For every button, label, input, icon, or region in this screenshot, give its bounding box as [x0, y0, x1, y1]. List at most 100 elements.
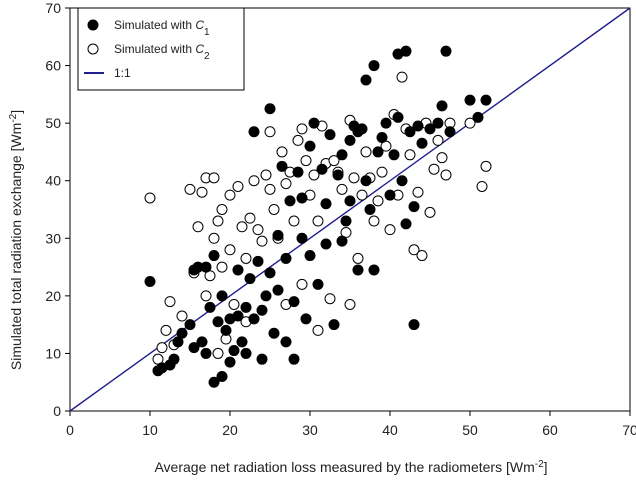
c2-data-point	[200, 290, 212, 302]
c1-data-point	[344, 134, 356, 146]
c2-data-point	[300, 155, 312, 167]
c1-data-point	[320, 198, 332, 210]
c2-data-point	[296, 278, 308, 290]
c1-data-point	[336, 149, 348, 161]
c2-data-point	[212, 215, 224, 227]
c1-data-point	[304, 250, 316, 262]
c1-data-point	[196, 336, 208, 348]
x-axis-title-text: Average net radiation loss measured by t…	[154, 459, 534, 475]
c1-data-point	[256, 304, 268, 316]
legend-reference-label: 1:1	[114, 66, 131, 80]
c1-data-point	[416, 137, 428, 149]
legend-c1-prefix: Simulated with	[114, 18, 195, 32]
c1-data-point	[424, 123, 436, 135]
c1-data-point	[360, 175, 372, 187]
c2-data-point	[252, 224, 264, 236]
legend-c2-label: Simulated with C2	[114, 42, 210, 62]
c2-data-point	[192, 221, 204, 233]
c1-data-point	[296, 232, 308, 244]
c1-data-point	[352, 264, 364, 276]
c1-data-point	[408, 319, 420, 331]
c1-data-point	[288, 353, 300, 365]
c1-data-point	[444, 126, 456, 138]
c1-data-point	[272, 284, 284, 296]
legend-c2-sub: 2	[204, 51, 210, 62]
c1-data-point	[380, 117, 392, 129]
c1-data-point	[436, 100, 448, 112]
y-tick-label: 70	[45, 0, 61, 16]
c2-data-point	[308, 169, 320, 181]
c1-data-point	[340, 215, 352, 227]
c1-data-point	[312, 278, 324, 290]
c2-data-point	[292, 134, 304, 146]
c2-data-point	[296, 123, 308, 135]
c1-data-point	[240, 347, 252, 359]
c1-data-point	[228, 345, 240, 357]
c1-data-point	[204, 301, 216, 313]
c2-data-point	[464, 117, 476, 129]
x-axis-title: Average net radiation loss measured by t…	[154, 459, 547, 476]
c2-data-point	[480, 160, 492, 172]
c1-data-point	[216, 290, 228, 302]
c1-data-point	[296, 192, 308, 204]
c1-data-point	[272, 229, 284, 241]
legend-c2-marker	[87, 43, 99, 55]
c1-data-point	[268, 327, 280, 339]
c1-data-point	[432, 117, 444, 129]
c2-data-point	[240, 252, 252, 264]
c1-data-point	[248, 126, 260, 138]
c2-data-point	[428, 163, 440, 175]
c2-data-point	[372, 195, 384, 207]
c1-data-point	[212, 316, 224, 328]
legend-c1-label: Simulated with C1	[114, 18, 210, 38]
c2-data-point	[356, 189, 368, 201]
c1-data-point	[232, 264, 244, 276]
x-tick-label: 20	[222, 422, 238, 438]
c1-data-point	[308, 117, 320, 129]
c1-data-point	[364, 204, 376, 215]
c2-data-point	[312, 215, 324, 227]
c1-data-point	[248, 313, 260, 325]
c1-data-point	[200, 261, 212, 273]
c1-data-point	[372, 146, 384, 158]
c1-data-point	[356, 123, 368, 135]
c1-data-point	[236, 336, 248, 348]
c1-data-point	[252, 255, 264, 267]
axes-layer: 0 10 20 30 40 50 60 70 0 10 20 30 40 50 60 70	[45, 0, 636, 438]
c2-data-point	[208, 232, 220, 244]
x-tick-label: 10	[142, 422, 158, 438]
c1-data-point	[284, 195, 296, 207]
c2-data-point	[160, 324, 172, 336]
c2-data-point	[248, 175, 260, 187]
c2-data-point	[432, 134, 444, 146]
c1-data-point	[304, 140, 316, 152]
c2-data-point	[216, 204, 228, 215]
c2-data-point	[164, 296, 176, 308]
legend-c2-prefix: Simulated with	[114, 42, 195, 56]
x-tick-label: 60	[542, 422, 558, 438]
c1-data-point	[144, 275, 156, 287]
c2-data-point	[476, 180, 488, 192]
c1-data-point	[440, 45, 452, 57]
legend: Simulated with C1 Simulated with C2 1:1	[77, 7, 245, 91]
c2-data-point	[244, 212, 256, 224]
c1-data-point	[276, 160, 288, 172]
c2-data-point	[260, 169, 272, 181]
c1-data-point	[400, 218, 412, 230]
c1-data-point	[200, 347, 212, 359]
y-axis-title-text: Simulated total radiation exchange [Wm	[8, 123, 24, 370]
legend-box	[77, 7, 245, 91]
c2-data-point	[216, 261, 228, 273]
c2-data-point	[396, 71, 408, 83]
y-axis-title: Simulated total radiation exchange [Wm-2…	[8, 110, 25, 370]
c1-data-point	[232, 310, 244, 322]
c1-data-point	[240, 301, 252, 313]
c2-data-point	[264, 183, 276, 195]
c1-data-point	[400, 45, 412, 57]
x-tick-label: 70	[622, 422, 636, 438]
c1-data-point	[404, 126, 416, 138]
c2-data-point	[416, 250, 428, 262]
c2-data-point	[256, 235, 268, 247]
c2-data-point	[344, 298, 356, 310]
c2-data-point	[384, 224, 396, 236]
